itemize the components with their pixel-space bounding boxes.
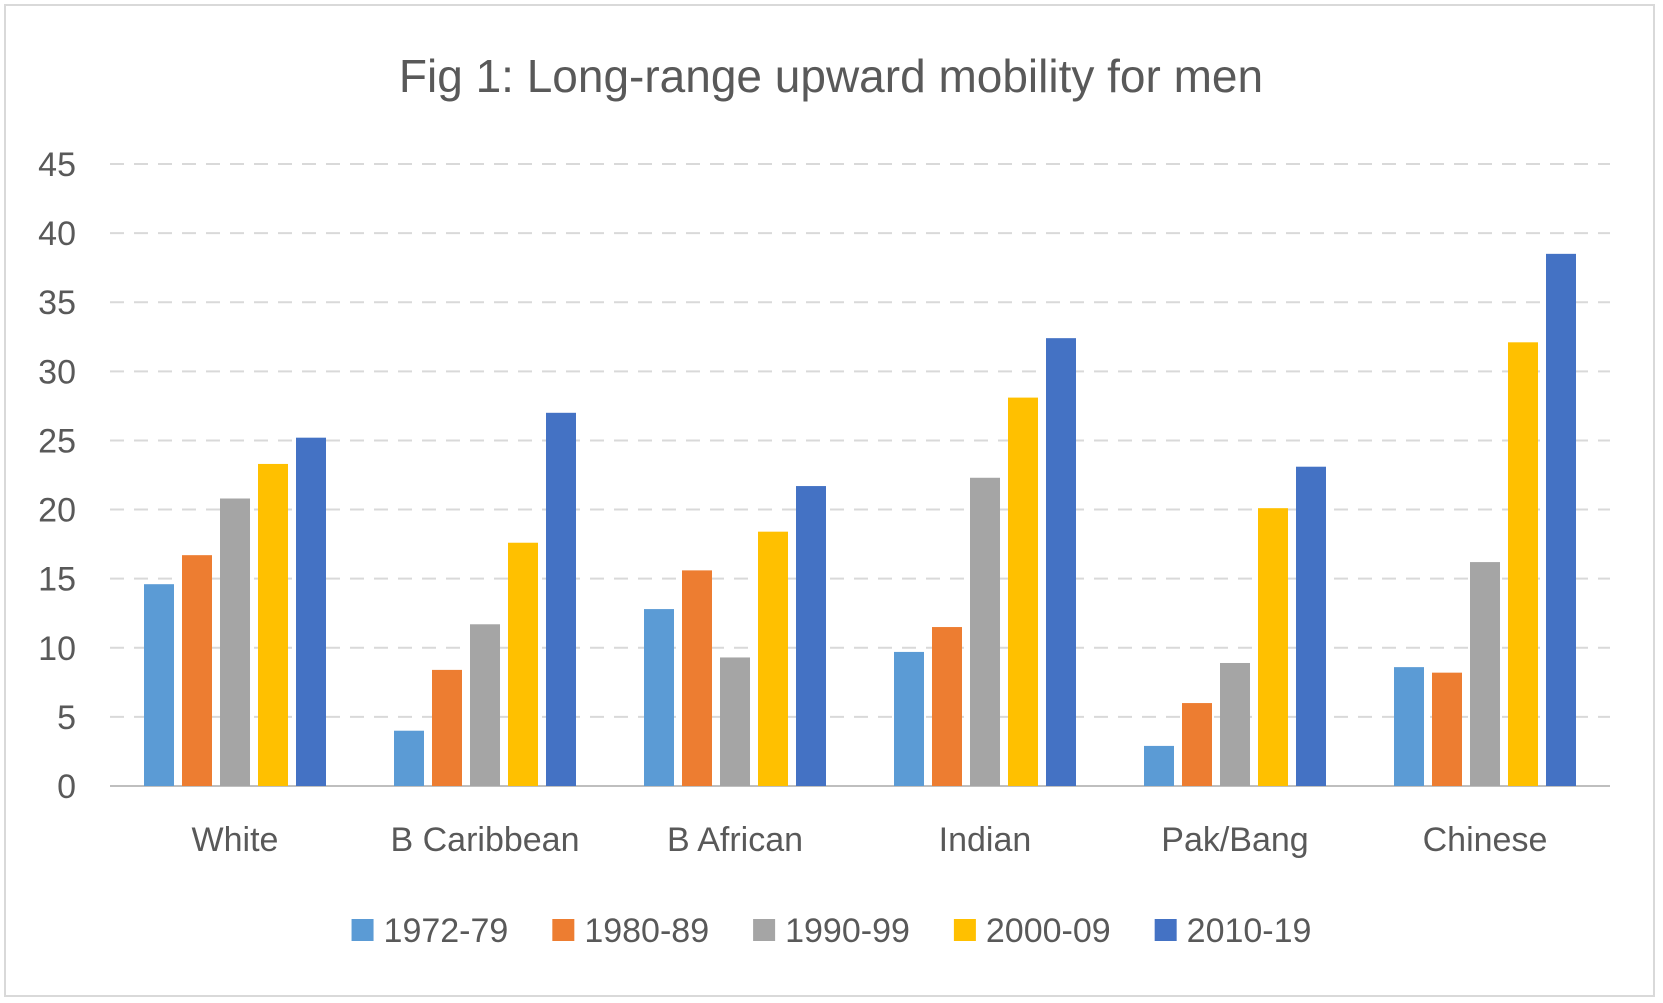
x-category-label: White: [192, 821, 279, 859]
bar: [1182, 703, 1212, 786]
y-tick-label: 5: [57, 699, 76, 737]
bar: [182, 555, 212, 786]
bar: [1008, 397, 1038, 786]
legend-item: 2010-19: [1154, 912, 1312, 950]
legend-label: 1980-89: [584, 912, 709, 950]
legend-label: 2010-19: [1187, 912, 1312, 950]
bar: [758, 531, 788, 786]
legend-swatch: [351, 919, 374, 941]
bar: [144, 584, 174, 786]
bar: [258, 463, 288, 786]
y-tick-label: 25: [38, 422, 76, 460]
legend-label: 1972-79: [384, 912, 509, 950]
legend-item: 2000-09: [953, 912, 1111, 950]
x-category-label: Indian: [939, 821, 1032, 859]
legend-swatch: [552, 919, 575, 941]
bar: [296, 437, 326, 786]
y-tick-label: 35: [38, 284, 76, 322]
legend-swatch: [753, 919, 776, 941]
bar: [970, 477, 1000, 786]
legend-label: 2000-09: [986, 912, 1111, 950]
legend-item: 1980-89: [552, 912, 709, 950]
x-category-label: B African: [667, 821, 803, 859]
legend-item: 1972-79: [351, 912, 509, 950]
y-tick-label: 45: [38, 146, 76, 184]
bar: [1046, 338, 1076, 786]
bar: [1258, 508, 1288, 786]
x-category-label: B Caribbean: [390, 821, 579, 859]
bar: [220, 498, 250, 786]
bar: [932, 627, 962, 786]
bar: [546, 412, 576, 786]
bar: [796, 486, 826, 786]
y-tick-label: 0: [57, 768, 76, 806]
bar: [1546, 253, 1576, 786]
y-tick-label: 40: [38, 215, 76, 253]
x-category-label: Chinese: [1423, 821, 1548, 859]
bar: [894, 651, 924, 786]
bar: [432, 669, 462, 786]
bar: [1144, 745, 1174, 786]
bar: [1394, 667, 1424, 786]
bar: [1296, 466, 1326, 786]
bar: [720, 657, 750, 786]
chart-title: Fig 1: Long-range upward mobility for me…: [399, 50, 1263, 102]
legend-swatch: [953, 919, 976, 941]
bar: [682, 570, 712, 786]
bar: [1470, 562, 1500, 786]
bar: [508, 542, 538, 786]
bar: [1508, 342, 1538, 786]
bar: [470, 624, 500, 786]
y-tick-label: 30: [38, 353, 76, 391]
x-category-label: Pak/Bang: [1161, 821, 1308, 859]
bar: [1432, 672, 1462, 786]
bar: [644, 609, 674, 786]
legend-swatch: [1154, 919, 1177, 941]
legend-label: 1990-99: [785, 912, 910, 950]
bar: [394, 730, 424, 786]
bar: [1220, 662, 1250, 786]
y-tick-label: 20: [38, 492, 76, 530]
y-tick-label: 10: [38, 630, 76, 668]
legend-item: 1990-99: [753, 912, 910, 950]
y-tick-label: 15: [38, 561, 76, 599]
